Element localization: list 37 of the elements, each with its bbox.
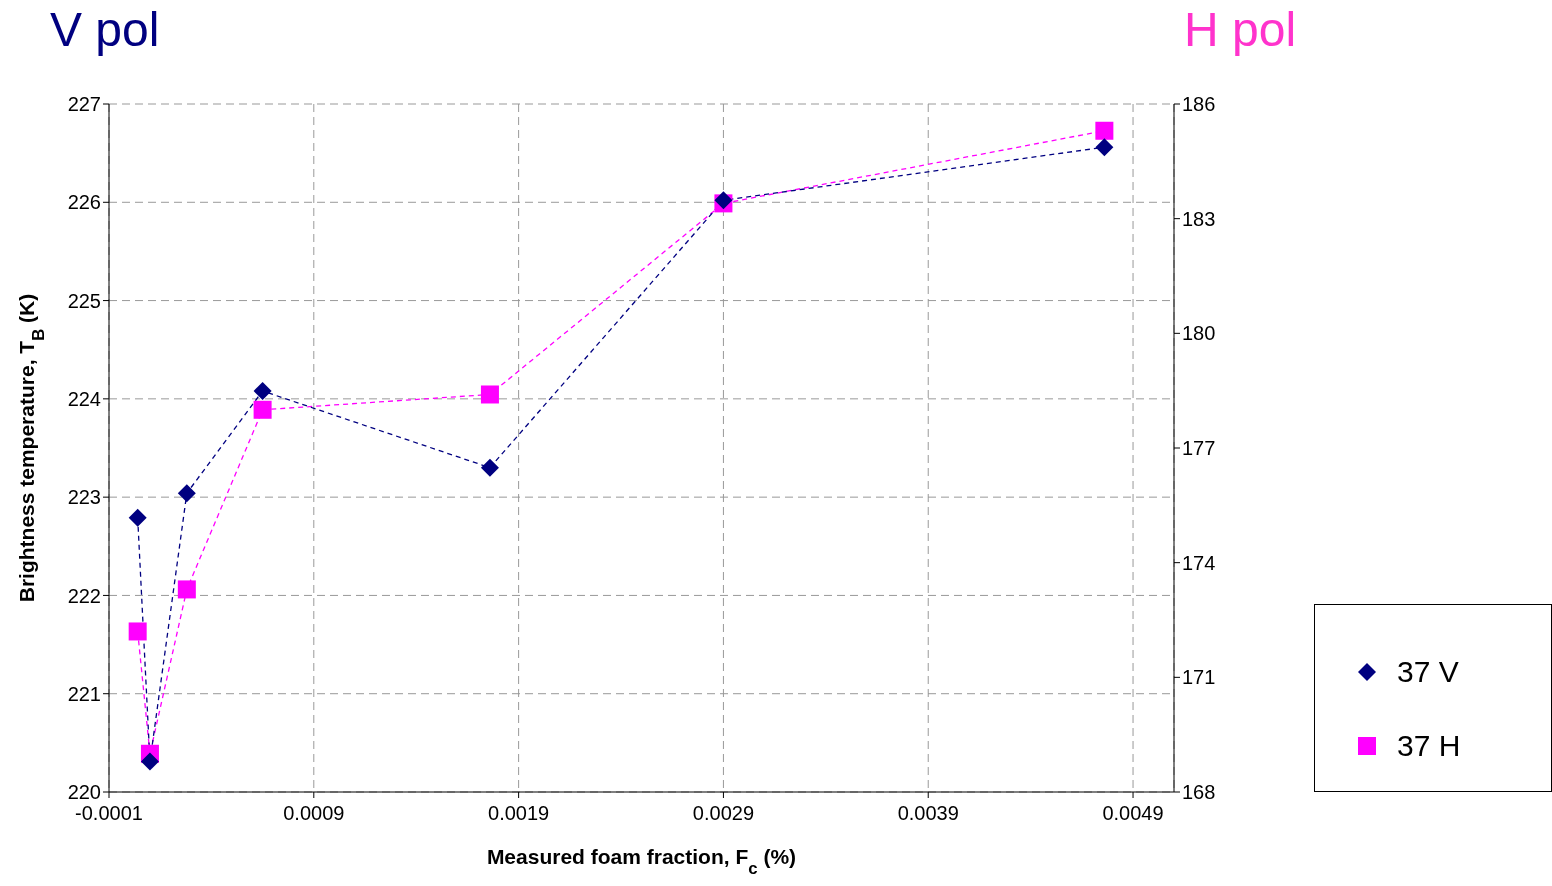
point [177, 580, 196, 599]
y2-tick-label: 180 [1182, 322, 1216, 345]
x-tick-label: 0.0019 [488, 802, 550, 825]
point [177, 484, 196, 503]
y2-tick-label: 168 [1182, 781, 1216, 804]
y-tick-label: 222 [67, 584, 101, 607]
point [480, 385, 499, 404]
point [128, 508, 147, 527]
point [480, 458, 499, 477]
y2-tick-label: 183 [1182, 207, 1216, 230]
point [128, 622, 147, 641]
x-tick-label: 0.0009 [283, 802, 345, 825]
legend-label: 37 H [1397, 729, 1461, 763]
point [140, 752, 159, 771]
point [1095, 121, 1114, 140]
chart-title: V pol [50, 2, 160, 57]
x-tick-label: -0.0001 [75, 802, 143, 825]
point [1095, 138, 1114, 157]
y-tick-label: 221 [67, 682, 101, 705]
y-tick-label: 226 [67, 191, 101, 214]
y-tick-label: 227 [67, 93, 101, 116]
x-tick-label: 0.0049 [1102, 802, 1164, 825]
y-tick-label: 225 [67, 289, 101, 312]
point [253, 400, 272, 419]
y2-tick-label: 174 [1182, 551, 1216, 574]
y2-tick-label: 171 [1182, 666, 1216, 689]
y-tick-label: 223 [67, 486, 101, 509]
point [253, 381, 272, 400]
y-tick-label: 224 [67, 387, 101, 410]
legend-label: 37 V [1397, 655, 1459, 689]
x-tick-label: 0.0029 [692, 802, 755, 825]
y-tick-label: 220 [67, 781, 101, 804]
y2-tick-label: 186 [1182, 93, 1216, 116]
y2-tick-label: 177 [1182, 437, 1216, 460]
x-axis-title: Measured foam fraction, F$_{c}$ (%) [486, 845, 797, 878]
x-tick-label: 0.0039 [897, 802, 959, 825]
text: H pol [1184, 2, 1297, 57]
